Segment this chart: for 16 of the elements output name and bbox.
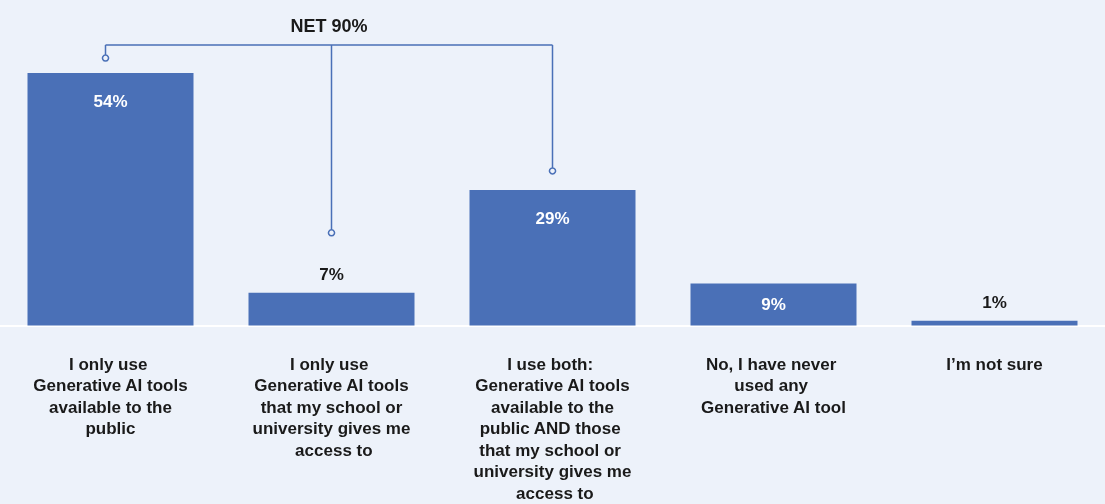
x-tick-label: I only use Generative AI tools that my school or university gives me access to bbox=[252, 354, 411, 460]
x-tick-label: I’m not sure bbox=[946, 354, 1043, 374]
x-tick-label: I only use Generative AI tools available to the public bbox=[33, 354, 188, 439]
data-label: 1% bbox=[982, 292, 1007, 312]
bar bbox=[27, 73, 194, 326]
bar bbox=[248, 292, 415, 326]
data-label: 7% bbox=[319, 264, 344, 284]
x-tick-label: No, I have never used any Generative AI tool bbox=[701, 354, 846, 417]
data-label: 29% bbox=[535, 208, 570, 228]
data-label: 9% bbox=[761, 294, 786, 314]
bar bbox=[690, 283, 857, 326]
bar bbox=[469, 189, 636, 326]
text: NET 90% bbox=[290, 16, 368, 36]
data-label: 54% bbox=[93, 92, 128, 111]
x-tick-label: I use both: Generative AI tools available to the public AND those that my school or university gives me access to bbox=[473, 354, 632, 503]
bar bbox=[911, 320, 1078, 326]
